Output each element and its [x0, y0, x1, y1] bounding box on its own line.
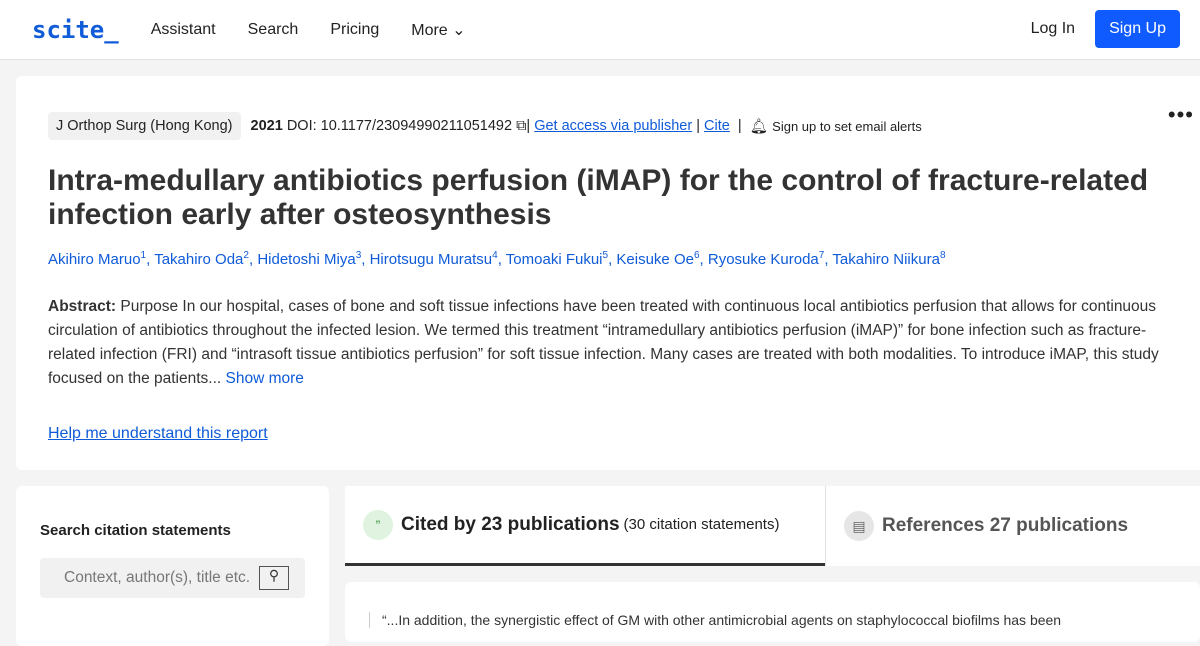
author-name: Hirotsugu Muratsu [369, 251, 493, 268]
author-name: Tomoaki Fukui [505, 251, 603, 268]
citation-search-panel: Search citation statements Context, auth… [16, 486, 329, 646]
abstract-text: Purpose In our hospital, cases of bone a… [48, 298, 1159, 387]
search-heading: Search citation statements [40, 522, 231, 539]
access-link[interactable]: Get access via publisher [534, 118, 693, 134]
affiliation-number: 6 [693, 250, 700, 261]
affiliation-number: 3 [355, 250, 362, 261]
more-options-icon[interactable]: ••• [1167, 102, 1194, 127]
tab-cited-by[interactable]: ” Cited by 23 publications (30 citation … [345, 486, 825, 566]
scite-logo[interactable]: scite_ [32, 15, 119, 44]
tab-references[interactable]: ▤ References 27 publications [825, 486, 1200, 566]
author-name: Akihiro Maruo [48, 251, 141, 268]
tab-sublabel: (30 citation statements) [623, 516, 780, 533]
author-link[interactable]: Takahiro Oda2 [154, 250, 249, 268]
nav-more[interactable]: More ⌄ [411, 20, 465, 40]
author-name: Ryosuke Kuroda [707, 251, 819, 268]
login-link[interactable]: Log In [1030, 20, 1076, 37]
author-name: Takahiro Niikura [832, 251, 940, 268]
nav-assistant[interactable]: Assistant [150, 20, 216, 38]
doi: DOI: 10.1177/23094990211051492 [286, 118, 513, 134]
help-link[interactable]: Help me understand this report [48, 425, 268, 442]
copy-icon[interactable]: ⧉ [516, 118, 527, 134]
abstract-label: Abstract: [48, 298, 117, 315]
author-name: Hidetoshi Miya [257, 251, 356, 268]
citation-statement: “...In addition, the synergistic effect … [345, 582, 1200, 642]
signup-button[interactable]: Sign Up [1095, 10, 1180, 48]
affiliation-number: 2 [243, 250, 249, 261]
email-alerts-link[interactable]: Sign up to set email alerts [772, 118, 922, 134]
nav-pricing[interactable]: Pricing [330, 20, 380, 38]
search-icon[interactable]: ⚲ [259, 566, 289, 590]
search-placeholder: Context, author(s), title etc. [64, 569, 251, 586]
show-more-link[interactable]: Show more [225, 370, 304, 387]
author-link[interactable]: Takahiro Niikura8 [832, 250, 946, 268]
affiliation-number: 8 [939, 250, 946, 261]
affiliation-number: 1 [140, 250, 147, 261]
cite-link[interactable]: Cite [704, 118, 730, 134]
tab-label: Cited by 23 publications [401, 513, 620, 535]
affiliation-number: 4 [492, 250, 498, 261]
author-link[interactable]: Hirotsugu Muratsu4 [369, 250, 498, 268]
author-link[interactable]: Keisuke Oe6 [616, 250, 700, 268]
author-list: Akihiro Maruo1, Takahiro Oda2, Hidetoshi… [48, 250, 946, 268]
author-link[interactable]: Hidetoshi Miya3 [257, 250, 362, 268]
quote-bubble-icon: ” [363, 509, 393, 540]
year: 2021 [250, 118, 283, 134]
nav-more-label: More [411, 21, 448, 39]
abstract: Abstract: Purpose In our hospital, cases… [48, 295, 1168, 391]
bell-icon[interactable]: 🔔︎ [749, 118, 769, 135]
author-link[interactable]: Tomoaki Fukui5 [505, 250, 609, 268]
affiliation-number: 5 [602, 250, 609, 261]
top-nav: scite_ Assistant Search Pricing More ⌄ L… [0, 0, 1200, 60]
citation-search-input[interactable]: Context, author(s), title etc. ⚲ [40, 558, 305, 598]
affiliation-number: 7 [818, 250, 825, 261]
author-link[interactable]: Akihiro Maruo1 [48, 250, 147, 268]
tab-label: References 27 publications [882, 515, 1129, 536]
paper-meta: J Orthop Surg (Hong Kong) 2021 DOI: 10.1… [48, 112, 922, 140]
document-icon: ▤ [844, 511, 874, 541]
tabs: ” Cited by 23 publications (30 citation … [345, 486, 1200, 566]
author-name: Keisuke Oe [616, 251, 694, 268]
paper-title: Intra-medullary antibiotics perfusion (i… [48, 164, 1149, 231]
journal-badge[interactable]: J Orthop Surg (Hong Kong) [48, 112, 241, 140]
nav-search[interactable]: Search [247, 20, 299, 38]
author-name: Takahiro Oda [154, 251, 244, 268]
chevron-down-icon: ⌄ [452, 21, 466, 39]
paper-card: J Orthop Surg (Hong Kong) 2021 DOI: 10.1… [16, 76, 1200, 470]
author-link[interactable]: Ryosuke Kuroda7 [707, 250, 825, 268]
statement-text: “...In addition, the synergistic effect … [369, 612, 1061, 628]
